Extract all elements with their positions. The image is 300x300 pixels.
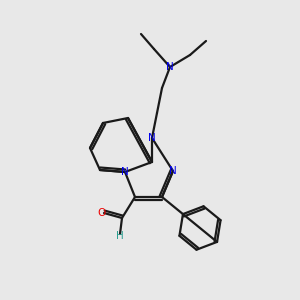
Text: N: N (169, 166, 177, 176)
Text: N: N (148, 133, 156, 143)
Text: N: N (166, 62, 174, 72)
Text: N: N (121, 167, 129, 177)
Text: H: H (116, 231, 124, 241)
Text: O: O (97, 208, 105, 218)
